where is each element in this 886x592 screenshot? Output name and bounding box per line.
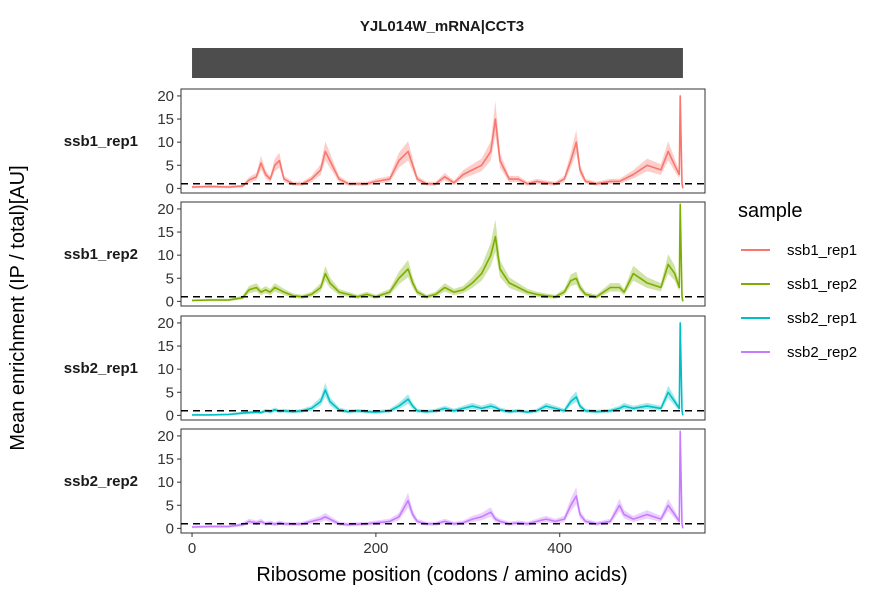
facet-panel-ssb1_rep1: 0 5 10 15 20 ssb1_rep1 — [64, 88, 706, 197]
y-tick-label: 5 — [166, 384, 174, 401]
y-tick-label: 20 — [157, 88, 174, 105]
facet-label-ssb1_rep1: ssb1_rep1 — [64, 133, 138, 150]
y-tick-label: 15 — [157, 451, 174, 468]
legend-label-ssb1_rep2: ssb1_rep2 — [787, 276, 857, 293]
y-tick-label: 10 — [157, 247, 174, 264]
y-tick-label: 5 — [166, 270, 174, 287]
y-tick-label: 0 — [166, 520, 174, 537]
x-axis: 0 200 400 — [188, 533, 572, 557]
facet-panels: 0 5 10 15 20 ssb1_rep1 0 5 10 15 20 ssb1_rep2 0 5 10 15… — [64, 88, 706, 537]
legend-title: sample — [738, 200, 802, 222]
legend: sample ssb1_rep1 ssb1_rep2 ssb2_rep1 ssb2_r… — [738, 200, 857, 361]
y-tick-label: 5 — [166, 157, 174, 174]
facet-panel-ssb2_rep1: 0 5 10 15 20 ssb2_rep1 — [64, 315, 706, 424]
facet-label-ssb2_rep2: ssb2_rep2 — [64, 473, 138, 490]
facet-panel-ssb1_rep2: 0 5 10 15 20 ssb1_rep2 — [64, 201, 706, 310]
y-tick-label: 0 — [166, 180, 174, 197]
y-tick-label: 0 — [166, 293, 174, 310]
panel-frame — [180, 428, 706, 534]
x-tick-label: 200 — [363, 540, 388, 557]
x-axis-title: Ribosome position (codons / amino acids) — [256, 564, 627, 586]
legend-label-ssb2_rep2: ssb2_rep2 — [787, 344, 857, 361]
series-line-ssb1_rep2 — [191, 203, 684, 302]
panel-frame — [180, 315, 706, 421]
chart-title: YJL014W_mRNA|CCT3 — [360, 18, 524, 35]
x-tick-label: 0 — [188, 540, 196, 557]
y-tick-label: 10 — [157, 361, 174, 378]
y-tick-label: 0 — [166, 407, 174, 424]
y-tick-label: 15 — [157, 338, 174, 355]
legend-label-ssb2_rep1: ssb2_rep1 — [787, 310, 857, 327]
facet-label-ssb1_rep2: ssb1_rep2 — [64, 246, 138, 263]
legend-label-ssb1_rep1: ssb1_rep1 — [787, 242, 857, 259]
y-tick-label: 15 — [157, 224, 174, 241]
y-tick-label: 5 — [166, 497, 174, 514]
y-tick-label: 20 — [157, 428, 174, 445]
y-tick-label: 20 — [157, 315, 174, 332]
facet-label-ssb2_rep1: ssb2_rep1 — [64, 360, 138, 377]
y-tick-label: 10 — [157, 474, 174, 491]
x-tick-label: 400 — [547, 540, 572, 557]
y-tick-label: 15 — [157, 111, 174, 128]
facet-panel-ssb2_rep2: 0 5 10 15 20 ssb2_rep2 — [64, 428, 706, 537]
y-tick-label: 20 — [157, 201, 174, 218]
panel-frame — [180, 88, 706, 194]
gene-bar — [192, 48, 683, 78]
y-axis-title: Mean enrichment (IP / total)[AU] — [7, 165, 29, 450]
series-line-ssb1_rep1 — [191, 95, 684, 189]
y-tick-label: 10 — [157, 134, 174, 151]
